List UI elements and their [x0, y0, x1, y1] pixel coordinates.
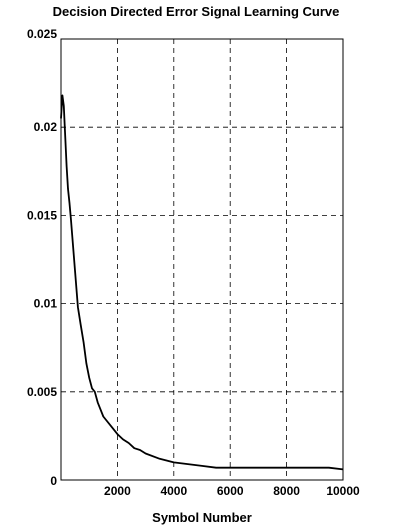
x-tick-label: 6000: [217, 484, 244, 498]
chart-title: Decision Directed Error Signal Learning …: [53, 4, 340, 19]
series-layer: [60, 94, 344, 471]
y-tick-label: 0.02: [34, 120, 58, 134]
y-tick-label: 0.025: [27, 27, 57, 41]
x-tick-label: 2000: [104, 484, 131, 498]
y-tick-label: 0.01: [34, 297, 58, 311]
x-tick-label: 10000: [326, 484, 360, 498]
tick-labels: 2000 4000 6000 8000 10000 0 0.005 0.01 0.015 0.02…: [27, 27, 360, 498]
y-tick-label: 0.015: [27, 208, 57, 222]
grid: [61, 39, 343, 480]
y-tick-label: 0.005: [27, 385, 57, 399]
x-tick-label: 8000: [273, 484, 300, 498]
plot-frame: [60, 38, 344, 481]
x-axis-label: Symbol Number: [152, 510, 252, 525]
y-tick-label: 0: [50, 474, 57, 488]
learning-curve-line: [60, 94, 344, 471]
x-tick-label: 4000: [160, 484, 187, 498]
